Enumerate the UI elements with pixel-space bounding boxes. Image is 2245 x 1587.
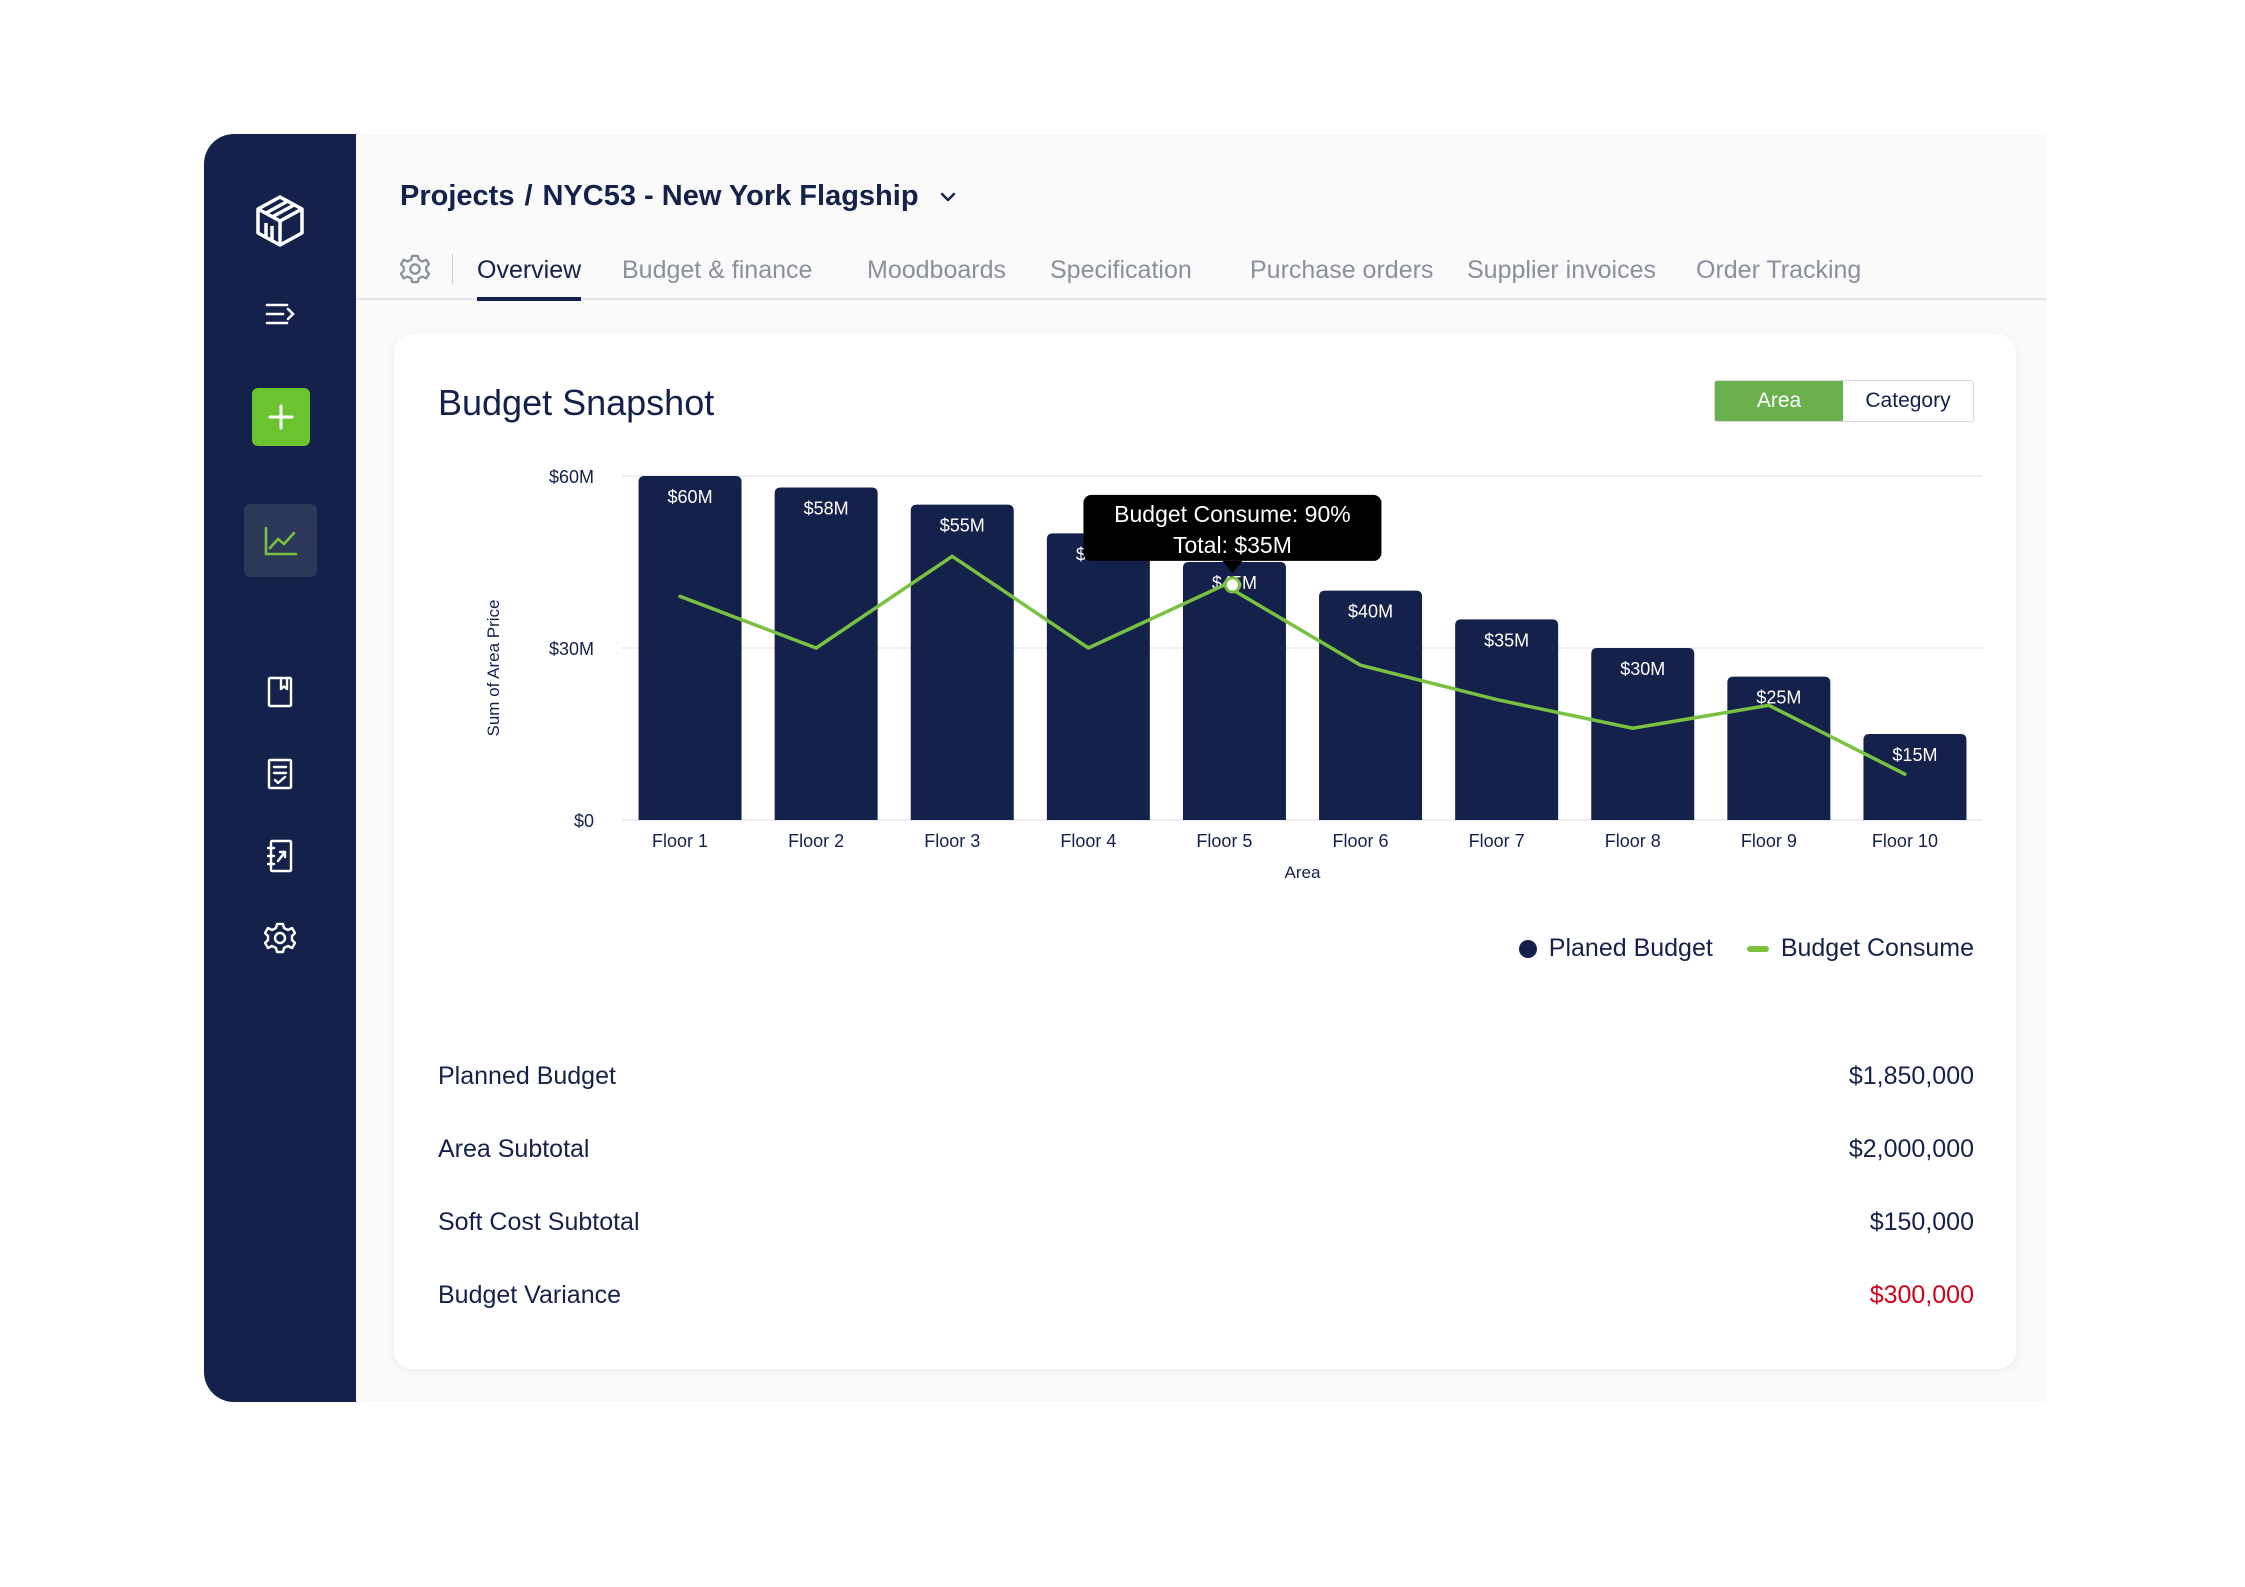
app-window: Projects / NYC53 - New York Flagship Ove… [204, 134, 2046, 1402]
x-tick-label: Floor 4 [1060, 831, 1116, 851]
tabs-bar [356, 248, 2046, 300]
tab-budget-finance[interactable]: Budget & finance [622, 256, 813, 284]
budget-chart: $0 $30M $60M Sum of Area Price $60M Floor 1 $5… [484, 467, 1983, 882]
x-axis-label: Area [1285, 863, 1321, 882]
x-tick-label: Floor 10 [1872, 831, 1938, 851]
bar-floor-8 [1591, 648, 1695, 820]
summary-value: $150,000 [1869, 1208, 1974, 1236]
legend-item-budget-consume[interactable]: Budget Consume [1746, 934, 1974, 963]
x-tick-label: Floor 2 [788, 831, 844, 851]
bar-data-label: $40M [1348, 602, 1393, 622]
breadcrumb-project[interactable]: NYC53 - New York Flagship [542, 180, 919, 212]
summary-row-soft-cost-subtotal: Soft Cost Subtotal $150,000 [438, 1186, 1974, 1259]
tab-purchase-orders[interactable]: Purchase orders [1250, 256, 1434, 284]
y-tick-label: $0 [574, 811, 594, 831]
tab-specification[interactable]: Specification [1050, 256, 1192, 284]
bar-data-label: $25M [1756, 688, 1801, 708]
bar-floor-6 [1319, 590, 1423, 820]
summary-label: Budget Variance [438, 1281, 621, 1309]
document-icon [267, 839, 293, 873]
x-tick-label: Floor 7 [1469, 831, 1525, 851]
y-axis-label: Sum of Area Price [484, 599, 503, 736]
line-point-highlight [1223, 576, 1241, 594]
tab-settings-gear[interactable] [399, 254, 431, 289]
bar-data-label: $58M [804, 498, 849, 518]
x-tick-label: Floor 1 [652, 831, 708, 851]
tab-order-tracking[interactable]: Order Tracking [1696, 256, 1862, 284]
breadcrumb: Projects / NYC53 - New York Flagship [400, 180, 959, 213]
bar-floor-2 [774, 487, 878, 820]
logo-icon[interactable] [204, 186, 356, 256]
bar-floor-3 [910, 504, 1014, 820]
tab-supplier-invoices[interactable]: Supplier invoices [1467, 256, 1656, 284]
summary-label: Soft Cost Subtotal [438, 1208, 640, 1236]
bar-floor-4 [1046, 533, 1150, 820]
legend-item-planed-budget[interactable]: Planed Budget [1518, 934, 1713, 963]
tooltip-box [1083, 494, 1382, 561]
gear-icon [264, 922, 296, 954]
bar-data-label: $55M [940, 516, 985, 536]
tooltip-line-1: Budget Consume: 90% [1114, 501, 1351, 527]
tooltip-line-2: Total: $35M [1173, 532, 1292, 558]
main-content: Projects / NYC53 - New York Flagship Ove… [356, 134, 2046, 1402]
sidebar-item-settings[interactable] [204, 918, 356, 958]
chart-legend: Planed Budget Budget Consume [1518, 934, 1974, 963]
budget-snapshot-card: Budget Snapshot Area Category $0 $30M $60M… [394, 334, 2016, 1369]
legend-bar-label: Planed Budget [1548, 934, 1713, 962]
checklist-icon [267, 758, 293, 790]
chevron-down-icon[interactable] [937, 190, 959, 204]
y-tick-label: $30M [549, 639, 594, 659]
sidebar-item-checklist[interactable] [204, 754, 356, 794]
bar-data-label: $15M [1892, 745, 1937, 765]
menu-collapse-icon[interactable] [204, 294, 356, 334]
summary-row-area-subtotal: Area Subtotal $2,000,000 [438, 1113, 1974, 1186]
toggle-area-button[interactable]: Area [1715, 381, 1843, 421]
plus-icon [268, 404, 294, 430]
summary-value: $1,850,000 [1848, 1062, 1974, 1090]
summary-label: Planned Budget [438, 1062, 616, 1090]
toggle-category-button[interactable]: Category [1843, 381, 1973, 421]
breadcrumb-root[interactable]: Projects [400, 180, 515, 212]
add-button[interactable] [252, 388, 310, 446]
tab-overview[interactable]: Overview [477, 256, 582, 301]
bar-data-label: $35M [1484, 630, 1529, 650]
budget-summary: Planned Budget $1,850,000 Area Subtotal … [438, 1040, 1974, 1332]
breadcrumb-separator: / [524, 180, 533, 212]
sidebar [204, 134, 356, 1402]
bar-floor-5 [1182, 562, 1286, 820]
summary-value: $2,000,000 [1848, 1135, 1974, 1163]
x-tick-label: Floor 5 [1196, 831, 1252, 851]
card-title: Budget Snapshot [438, 382, 715, 423]
summary-label: Area Subtotal [438, 1135, 590, 1163]
legend-line-label: Budget Consume [1780, 934, 1974, 962]
tab-moodboards[interactable]: Moodboards [867, 256, 1006, 284]
x-tick-label: Floor 6 [1333, 831, 1389, 851]
book-icon [267, 676, 293, 708]
bar-data-label: $30M [1620, 659, 1665, 679]
y-tick-label: $60M [549, 467, 594, 487]
bar-floor-9 [1727, 676, 1831, 820]
sidebar-item-book[interactable] [204, 672, 356, 712]
sidebar-item-document[interactable] [204, 836, 356, 876]
tab-separator [452, 254, 453, 284]
summary-value: $300,000 [1869, 1281, 1974, 1309]
bar-floor-10 [1863, 734, 1967, 820]
bar-floor-1 [638, 476, 742, 820]
chart-icon [264, 526, 297, 555]
tooltip-pointer [1222, 560, 1243, 573]
x-tick-label: Floor 3 [924, 831, 980, 851]
summary-row-budget-variance: Budget Variance $300,000 [438, 1259, 1974, 1332]
sidebar-item-dashboard[interactable] [244, 504, 317, 577]
legend-bar-swatch [1518, 939, 1537, 958]
x-tick-label: Floor 9 [1741, 831, 1797, 851]
view-toggle: Area Category [1714, 380, 1974, 422]
series-line-budget-consume [678, 554, 1907, 776]
settings-icon [399, 254, 431, 284]
x-tick-label: Floor 8 [1605, 831, 1661, 851]
bar-data-label: $60M [668, 487, 713, 507]
legend-line-swatch [1746, 945, 1769, 952]
bar-floor-7 [1455, 619, 1559, 820]
summary-row-planned-budget: Planned Budget $1,850,000 [438, 1040, 1974, 1113]
